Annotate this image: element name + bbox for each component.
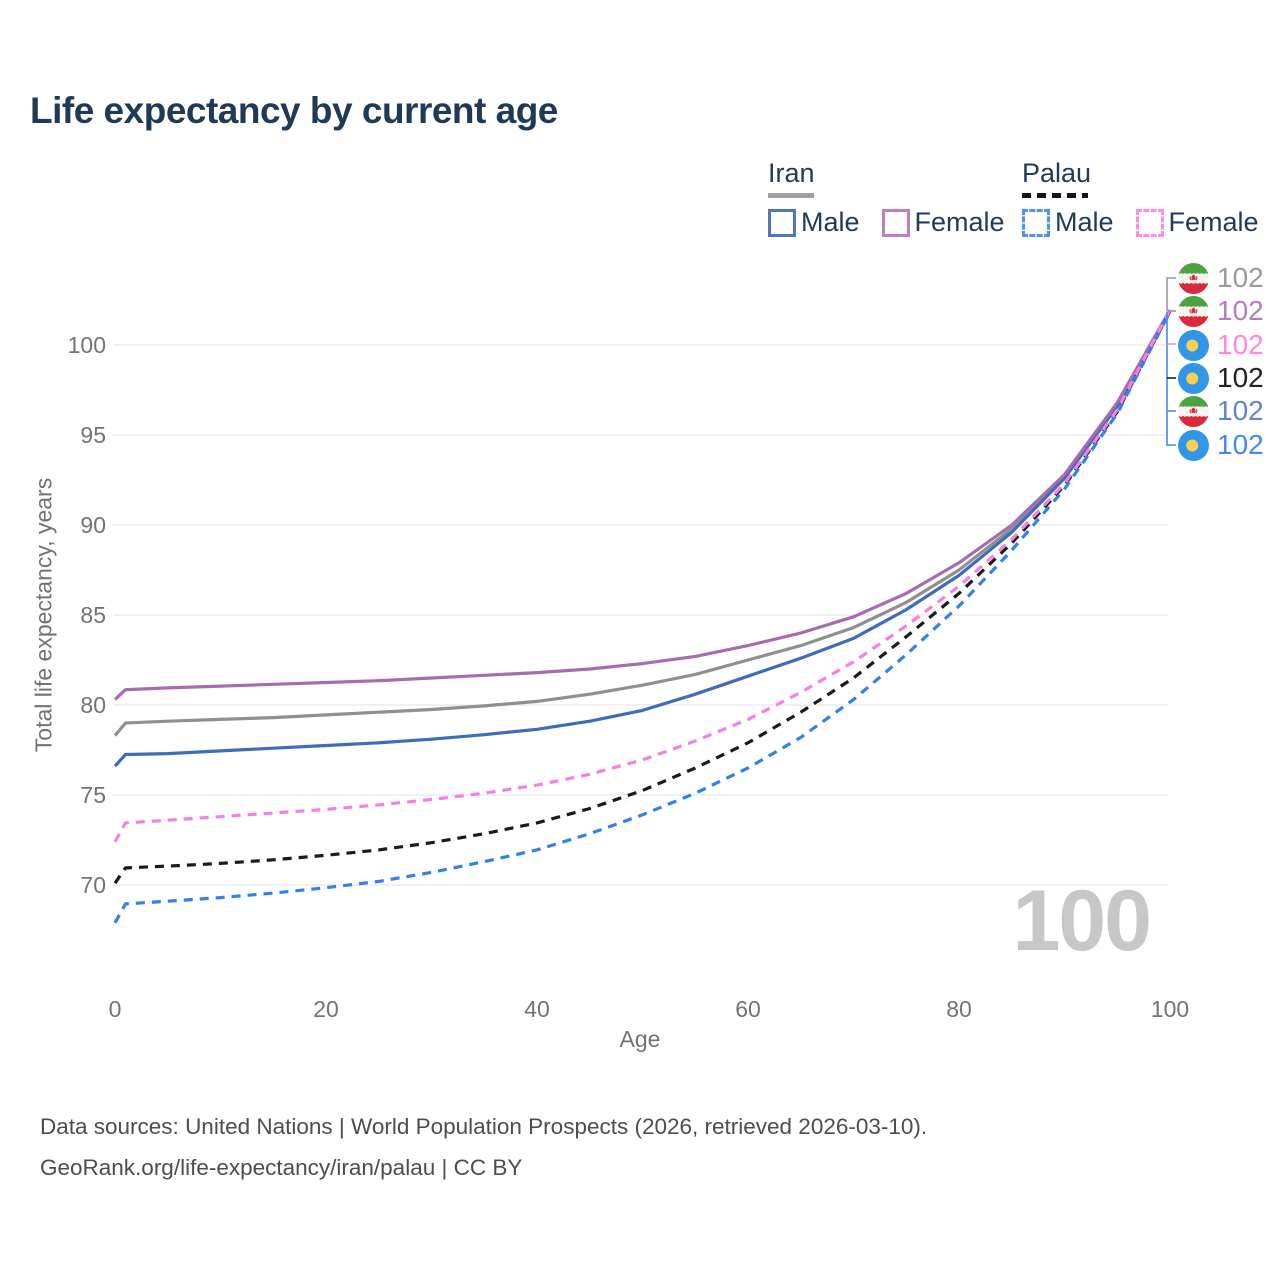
iran-flag-icon xyxy=(1178,262,1209,294)
y-tick-95: 95 xyxy=(80,422,106,448)
x-tick-60: 60 xyxy=(735,996,761,1022)
legend-line-sample-palau xyxy=(1022,193,1088,198)
legend-item-palau-female[interactable]: Female xyxy=(1135,207,1259,238)
y-tick-70: 70 xyxy=(80,872,106,898)
x-tick-80: 80 xyxy=(946,996,972,1022)
footer-data-sources: Data sources: United Nations | World Pop… xyxy=(40,1114,928,1139)
legend-items-palau: Male Female xyxy=(1022,207,1259,238)
footer-attribution: GeoRank.org/life-expectancy/iran/palau |… xyxy=(40,1155,523,1180)
y-tick-85: 85 xyxy=(80,602,106,628)
endpoint-label-palau-female[interactable]: 102 xyxy=(1178,329,1264,361)
line-palau-both[interactable] xyxy=(113,310,1172,885)
legend-label-palau-male: Male xyxy=(1055,207,1114,237)
legend-items-iran: Male Female xyxy=(768,207,1005,238)
legend-label-iran-male: Male xyxy=(801,207,860,237)
endpoint-value: 102 xyxy=(1217,395,1264,426)
leader-stem-down xyxy=(1166,312,1176,446)
line-iran-male[interactable] xyxy=(113,310,1172,768)
endpoint-label-iran-female[interactable]: 102 xyxy=(1178,295,1264,327)
footer: Data sources: United Nations | World Pop… xyxy=(40,1106,927,1188)
palau-flag-icon xyxy=(1178,329,1209,361)
gridlines xyxy=(113,344,1168,886)
legend-group-palau: Palau Male Female xyxy=(1022,158,1259,238)
endpoint-label-palau-male[interactable]: 102 xyxy=(1178,429,1264,461)
palau-flag-icon xyxy=(1178,429,1209,461)
endpoint-value: 102 xyxy=(1217,329,1264,360)
x-tick-40: 40 xyxy=(524,996,550,1022)
y-tick-90: 90 xyxy=(80,512,106,538)
legend-header-iran[interactable]: Iran xyxy=(768,158,815,188)
legend-group-iran: Iran Male Female xyxy=(768,158,1005,238)
x-tick-20: 20 xyxy=(313,996,339,1022)
endpoint-value: 102 xyxy=(1217,362,1264,393)
iran-flag-icon xyxy=(1178,395,1209,427)
palau-female-swatch-icon xyxy=(1135,208,1164,237)
line-palau-female[interactable] xyxy=(113,309,1172,843)
y-tick-75: 75 xyxy=(80,782,106,808)
legend-item-palau-male[interactable]: Male xyxy=(1022,207,1114,238)
endpoint-value: 102 xyxy=(1217,295,1264,326)
line-iran-female[interactable] xyxy=(113,309,1172,701)
x-axis-title: Age xyxy=(619,1026,661,1052)
leader-lines xyxy=(1166,277,1176,446)
y-axis-title: Total life expectancy, years xyxy=(30,477,57,753)
y-tick-80: 80 xyxy=(80,692,106,718)
iran-female-swatch-icon xyxy=(881,208,910,237)
legend-item-iran-male[interactable]: Male xyxy=(768,207,860,238)
y-tick-100: 100 xyxy=(67,332,106,358)
endpoint-value: 102 xyxy=(1217,429,1264,460)
iran-flag-icon xyxy=(1178,295,1209,327)
palau-flag-icon xyxy=(1178,362,1209,394)
x-tick-100: 100 xyxy=(1150,996,1190,1022)
line-iran-both[interactable] xyxy=(113,310,1172,737)
x-tick-0: 0 xyxy=(108,996,122,1022)
endpoint-value: 102 xyxy=(1217,262,1264,293)
palau-male-swatch-icon xyxy=(1022,208,1050,237)
legend-header-palau[interactable]: Palau xyxy=(1022,158,1092,188)
endpoint-label-iran-male[interactable]: 102 xyxy=(1178,395,1264,427)
line-palau-male[interactable] xyxy=(113,310,1172,924)
endpoint-label-iran-both[interactable]: 102 xyxy=(1178,262,1264,294)
legend-label-palau-female: Female xyxy=(1168,207,1259,237)
page-title: Life expectancy by current age xyxy=(30,90,558,131)
current-age-watermark: 100 xyxy=(1012,873,1152,969)
iran-male-swatch-icon xyxy=(768,208,796,237)
legend-item-iran-female[interactable]: Female xyxy=(881,207,1005,238)
legend-line-sample-iran xyxy=(768,193,814,198)
leader-iran-both xyxy=(1166,277,1176,311)
legend-label-iran-female: Female xyxy=(914,207,1005,237)
endpoint-label-palau-both[interactable]: 102 xyxy=(1178,362,1264,394)
